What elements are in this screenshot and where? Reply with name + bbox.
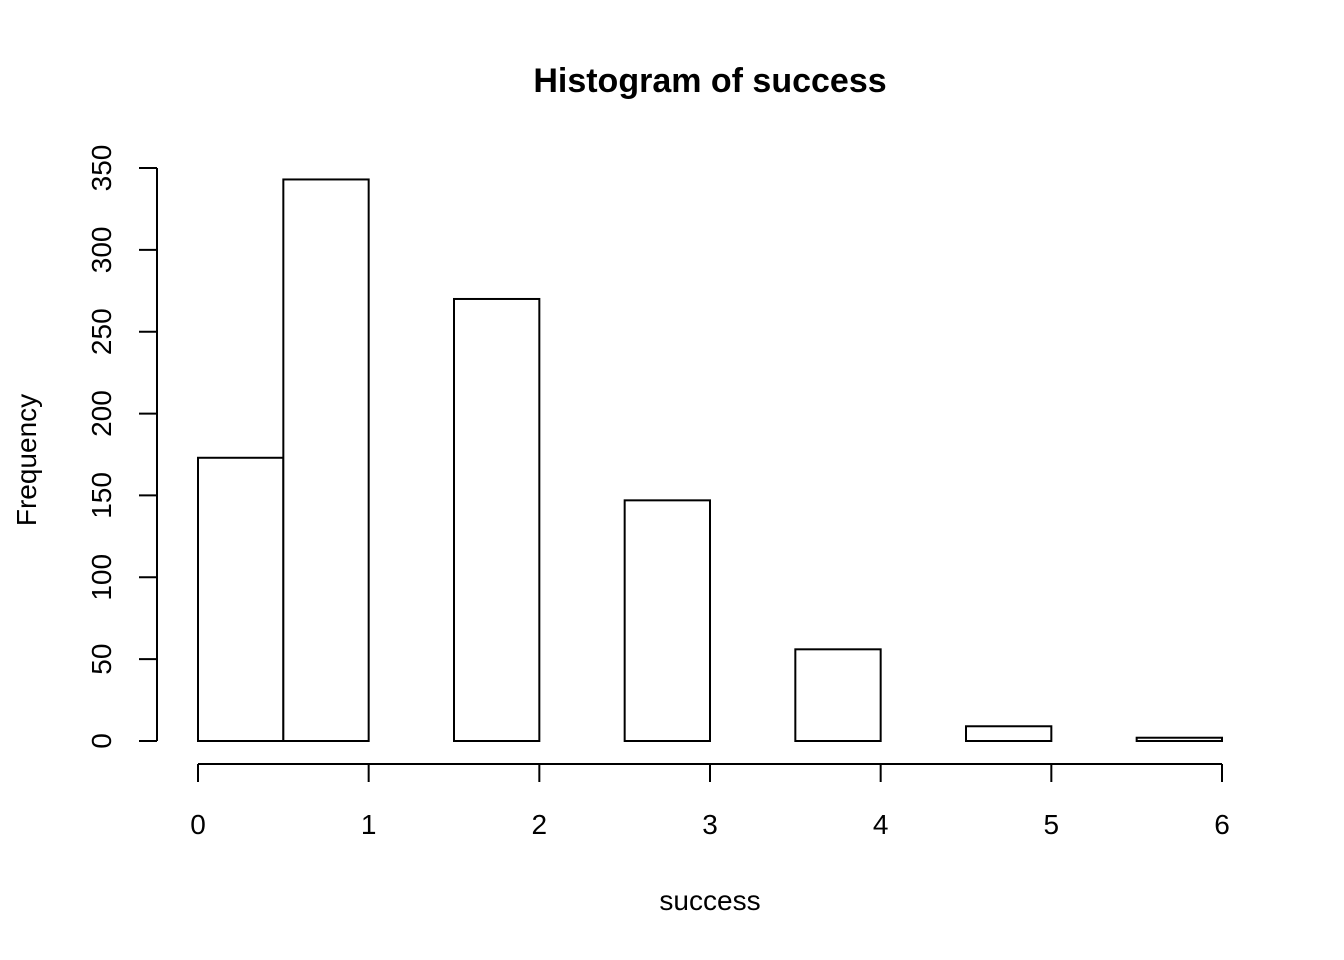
y-tick-label: 300 — [86, 226, 117, 273]
histogram-bar — [1135, 736, 1223, 742]
x-tick-label: 5 — [1044, 809, 1060, 840]
histogram-bar — [453, 297, 541, 742]
x-tick-label: 4 — [873, 809, 889, 840]
x-tick-label: 6 — [1214, 809, 1230, 840]
histogram-bar — [794, 648, 882, 743]
histogram-bar — [965, 725, 1053, 742]
y-axis: 0 50 100 150 200 250 300 350 — [86, 145, 158, 749]
histogram-bar — [197, 456, 285, 742]
x-tick-label: 2 — [532, 809, 548, 840]
y-tick-label: 150 — [86, 472, 117, 519]
y-tick-label: 50 — [86, 644, 117, 675]
x-tick-label: 3 — [702, 809, 718, 840]
y-tick-label: 0 — [86, 733, 117, 749]
x-axis: 0 1 2 3 4 5 6 — [190, 763, 1230, 840]
x-tick-label: 0 — [190, 809, 206, 840]
histogram-bar — [623, 499, 712, 742]
y-tick-label: 250 — [86, 308, 117, 355]
chart-title: Histogram of success — [533, 62, 886, 100]
y-tick-label: 200 — [86, 390, 117, 437]
histogram-bar — [282, 178, 370, 742]
x-axis-label: success — [659, 885, 760, 916]
y-tick-label: 100 — [86, 554, 117, 601]
y-axis-label: Frequency — [11, 394, 42, 526]
x-tick-label: 1 — [361, 809, 377, 840]
y-tick-label: 350 — [86, 145, 117, 192]
bars-group — [197, 178, 1223, 743]
